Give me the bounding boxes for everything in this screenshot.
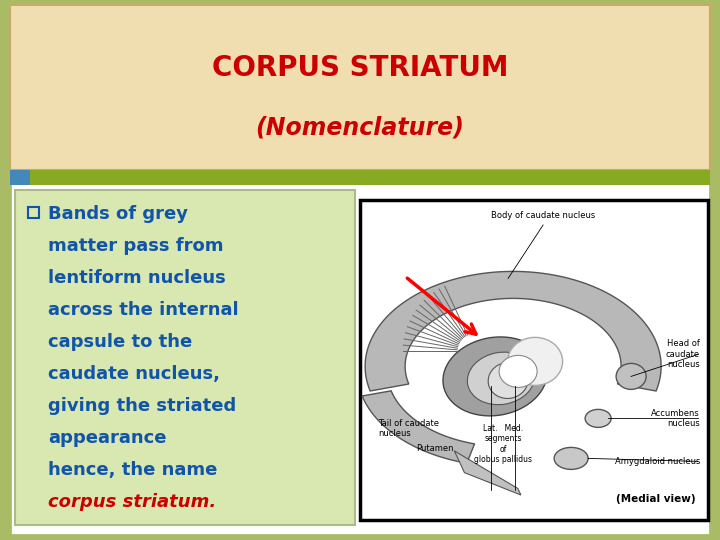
Ellipse shape (616, 363, 646, 389)
Text: Amygdaloid nucleus: Amygdaloid nucleus (615, 457, 700, 466)
Polygon shape (365, 272, 661, 391)
Text: Bands of grey: Bands of grey (48, 205, 188, 223)
Ellipse shape (467, 352, 535, 404)
Text: Tail of caudate
nucleus: Tail of caudate nucleus (378, 418, 439, 438)
FancyBboxPatch shape (30, 170, 710, 185)
Text: CORPUS STRIATUM: CORPUS STRIATUM (212, 54, 508, 82)
Text: Putamen: Putamen (416, 444, 454, 454)
Ellipse shape (585, 409, 611, 427)
FancyBboxPatch shape (360, 200, 708, 520)
Text: Head of
caudate
nucleus: Head of caudate nucleus (666, 340, 700, 369)
Polygon shape (362, 391, 474, 463)
Ellipse shape (488, 362, 528, 399)
Text: (Medial view): (Medial view) (616, 494, 696, 504)
Text: corpus striatum.: corpus striatum. (48, 493, 216, 511)
Text: appearance: appearance (48, 429, 166, 447)
Text: caudate nucleus,: caudate nucleus, (48, 365, 220, 383)
Text: (Nomenclature): (Nomenclature) (256, 116, 464, 140)
Ellipse shape (499, 355, 537, 387)
Bar (28, 207, 39, 218)
Text: matter pass from: matter pass from (48, 237, 223, 255)
Ellipse shape (443, 337, 547, 416)
FancyBboxPatch shape (10, 170, 30, 185)
Text: lentiform nucleus: lentiform nucleus (48, 269, 226, 287)
FancyBboxPatch shape (10, 5, 710, 170)
Polygon shape (454, 451, 521, 495)
Text: Body of caudate nucleus: Body of caudate nucleus (491, 211, 595, 220)
Text: Lat.   Med.
segments
of
globus pallidus: Lat. Med. segments of globus pallidus (474, 424, 532, 464)
Ellipse shape (508, 338, 562, 386)
Ellipse shape (554, 448, 588, 469)
Text: capsule to the: capsule to the (48, 333, 192, 351)
Text: across the internal: across the internal (48, 301, 238, 319)
FancyBboxPatch shape (15, 190, 355, 525)
Text: hence, the name: hence, the name (48, 461, 217, 479)
FancyBboxPatch shape (10, 5, 710, 535)
Text: Accumbens
nucleus: Accumbens nucleus (652, 409, 700, 428)
Text: giving the striated: giving the striated (48, 397, 236, 415)
